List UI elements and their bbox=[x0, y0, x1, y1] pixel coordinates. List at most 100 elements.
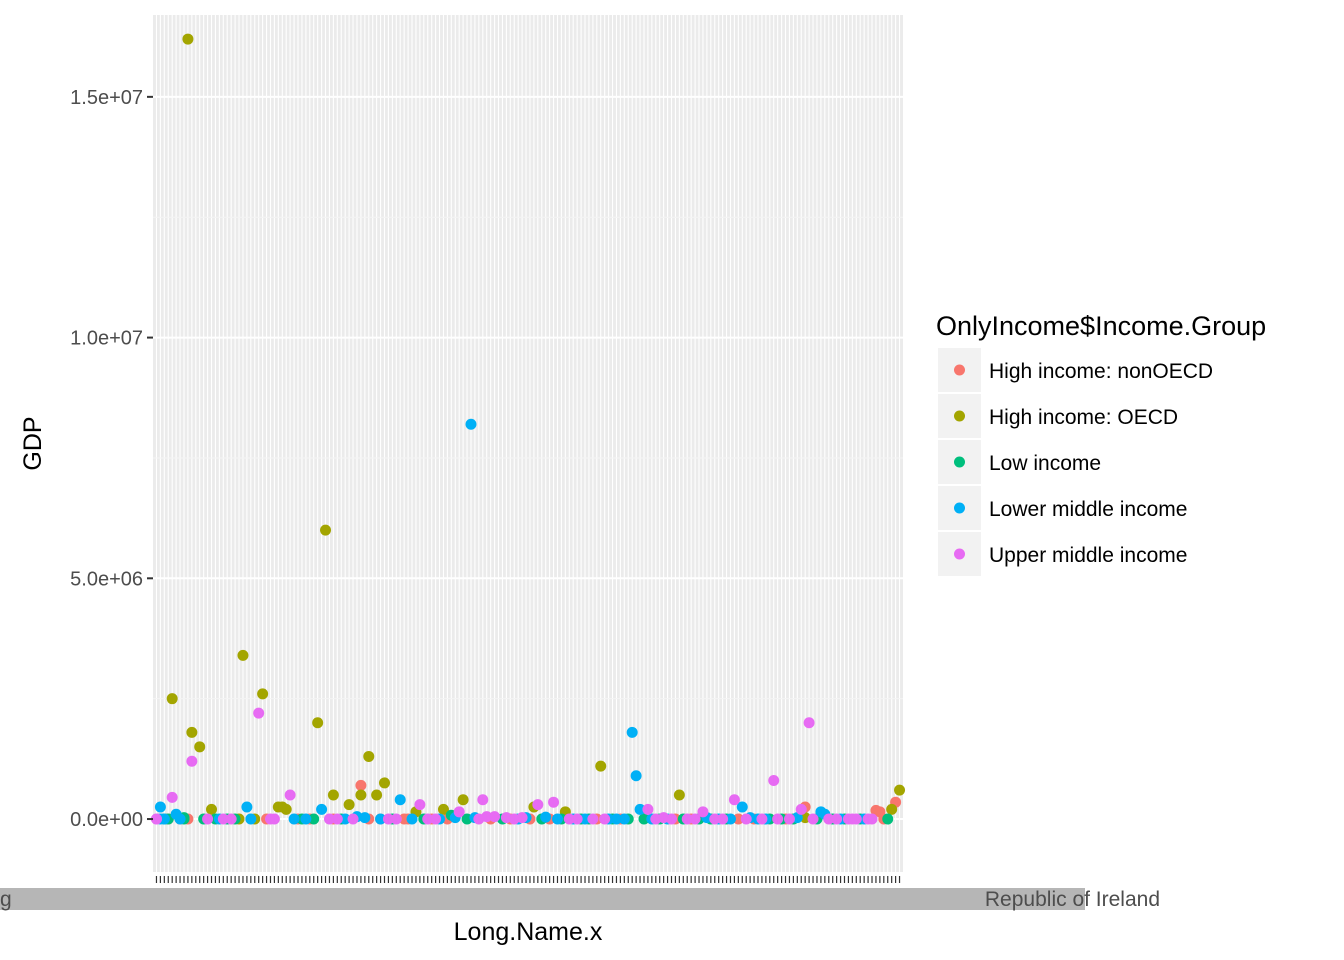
data-point bbox=[666, 813, 678, 825]
legend-marker bbox=[954, 410, 965, 422]
y-axis-title: GDP bbox=[19, 416, 47, 470]
legend-label: Upper middle income bbox=[989, 544, 1187, 567]
data-point bbox=[355, 789, 367, 801]
plot-panel bbox=[153, 15, 903, 872]
data-point bbox=[406, 813, 418, 825]
data-point bbox=[457, 794, 469, 806]
data-point bbox=[363, 750, 375, 762]
data-point bbox=[866, 813, 878, 825]
data-point bbox=[477, 794, 489, 806]
data-point bbox=[237, 649, 249, 661]
data-point bbox=[166, 791, 178, 803]
data-point bbox=[186, 755, 198, 767]
legend-marker bbox=[954, 502, 965, 514]
data-point bbox=[241, 801, 253, 813]
y-axis: 0.0e+00 5.0e+06 1.0e+07 1.5e+07 bbox=[70, 87, 153, 831]
data-point bbox=[371, 789, 383, 801]
data-point bbox=[563, 813, 575, 825]
legend-label: Low income bbox=[989, 452, 1101, 475]
data-point bbox=[756, 813, 768, 825]
data-point bbox=[626, 726, 638, 738]
data-point bbox=[551, 813, 563, 825]
data-point bbox=[795, 803, 807, 815]
data-point bbox=[150, 813, 162, 825]
data-point bbox=[154, 801, 166, 813]
data-point bbox=[724, 813, 736, 825]
data-point bbox=[595, 760, 607, 772]
data-point bbox=[453, 806, 465, 818]
legend: OnlyIncome$Income.Group High income: non… bbox=[936, 311, 1266, 576]
x-tick-label: Republic of Ireland bbox=[985, 888, 1160, 911]
data-point bbox=[186, 726, 198, 738]
data-point bbox=[740, 813, 752, 825]
data-point bbox=[768, 775, 780, 787]
data-point bbox=[681, 813, 693, 825]
data-point bbox=[850, 813, 862, 825]
legend-label: High income: nonOECD bbox=[989, 360, 1213, 383]
data-point bbox=[481, 811, 493, 823]
data-point bbox=[194, 741, 206, 753]
legend-title: OnlyIncome$Income.Group bbox=[936, 311, 1266, 341]
data-point bbox=[339, 813, 351, 825]
data-point bbox=[174, 813, 186, 825]
data-point bbox=[343, 799, 355, 811]
x-tick-labels-overlap bbox=[0, 888, 1085, 910]
data-point bbox=[437, 803, 449, 815]
data-point bbox=[347, 813, 359, 825]
data-point bbox=[245, 813, 257, 825]
data-point bbox=[202, 813, 214, 825]
data-point bbox=[697, 806, 709, 818]
data-point bbox=[709, 813, 721, 825]
data-point bbox=[548, 796, 560, 808]
data-point bbox=[599, 813, 611, 825]
data-point bbox=[465, 418, 477, 430]
data-point bbox=[257, 688, 269, 700]
x-tick-label: g bbox=[0, 888, 12, 911]
data-point bbox=[382, 813, 394, 825]
data-point bbox=[430, 813, 442, 825]
data-point bbox=[618, 813, 630, 825]
data-point bbox=[630, 770, 642, 782]
data-point bbox=[225, 813, 237, 825]
data-point bbox=[732, 813, 744, 825]
data-point bbox=[323, 813, 335, 825]
y-tick-label: 1.5e+07 bbox=[70, 87, 143, 109]
data-point bbox=[728, 794, 740, 806]
data-point bbox=[772, 813, 784, 825]
data-point bbox=[894, 784, 906, 796]
data-point bbox=[414, 799, 426, 811]
data-point bbox=[331, 813, 343, 825]
data-point bbox=[783, 813, 795, 825]
data-point bbox=[284, 789, 296, 801]
data-point bbox=[312, 717, 324, 729]
x-axis: g Republic of Ireland bbox=[0, 876, 1160, 911]
data-point bbox=[882, 813, 894, 825]
data-point bbox=[673, 789, 685, 801]
legend-label: High income: OECD bbox=[989, 406, 1178, 429]
data-point bbox=[288, 813, 300, 825]
data-point bbox=[217, 813, 229, 825]
data-point bbox=[532, 799, 544, 811]
data-point bbox=[422, 813, 434, 825]
data-point bbox=[886, 803, 898, 815]
data-point bbox=[689, 813, 701, 825]
data-point bbox=[355, 779, 367, 791]
data-point bbox=[823, 813, 835, 825]
data-point bbox=[516, 812, 528, 824]
data-point bbox=[634, 803, 646, 815]
data-point bbox=[316, 803, 328, 815]
data-point bbox=[308, 813, 320, 825]
legend-marker bbox=[954, 456, 965, 468]
data-point bbox=[280, 803, 292, 815]
data-point bbox=[540, 811, 552, 823]
data-point bbox=[394, 794, 406, 806]
data-point bbox=[166, 693, 178, 705]
x-axis-title: Long.Name.x bbox=[454, 918, 603, 946]
data-point bbox=[610, 813, 622, 825]
data-point bbox=[579, 813, 591, 825]
y-gridlines bbox=[153, 95, 903, 821]
data-point bbox=[300, 813, 312, 825]
y-tick-label: 1.0e+07 bbox=[70, 328, 143, 350]
data-point bbox=[717, 813, 729, 825]
